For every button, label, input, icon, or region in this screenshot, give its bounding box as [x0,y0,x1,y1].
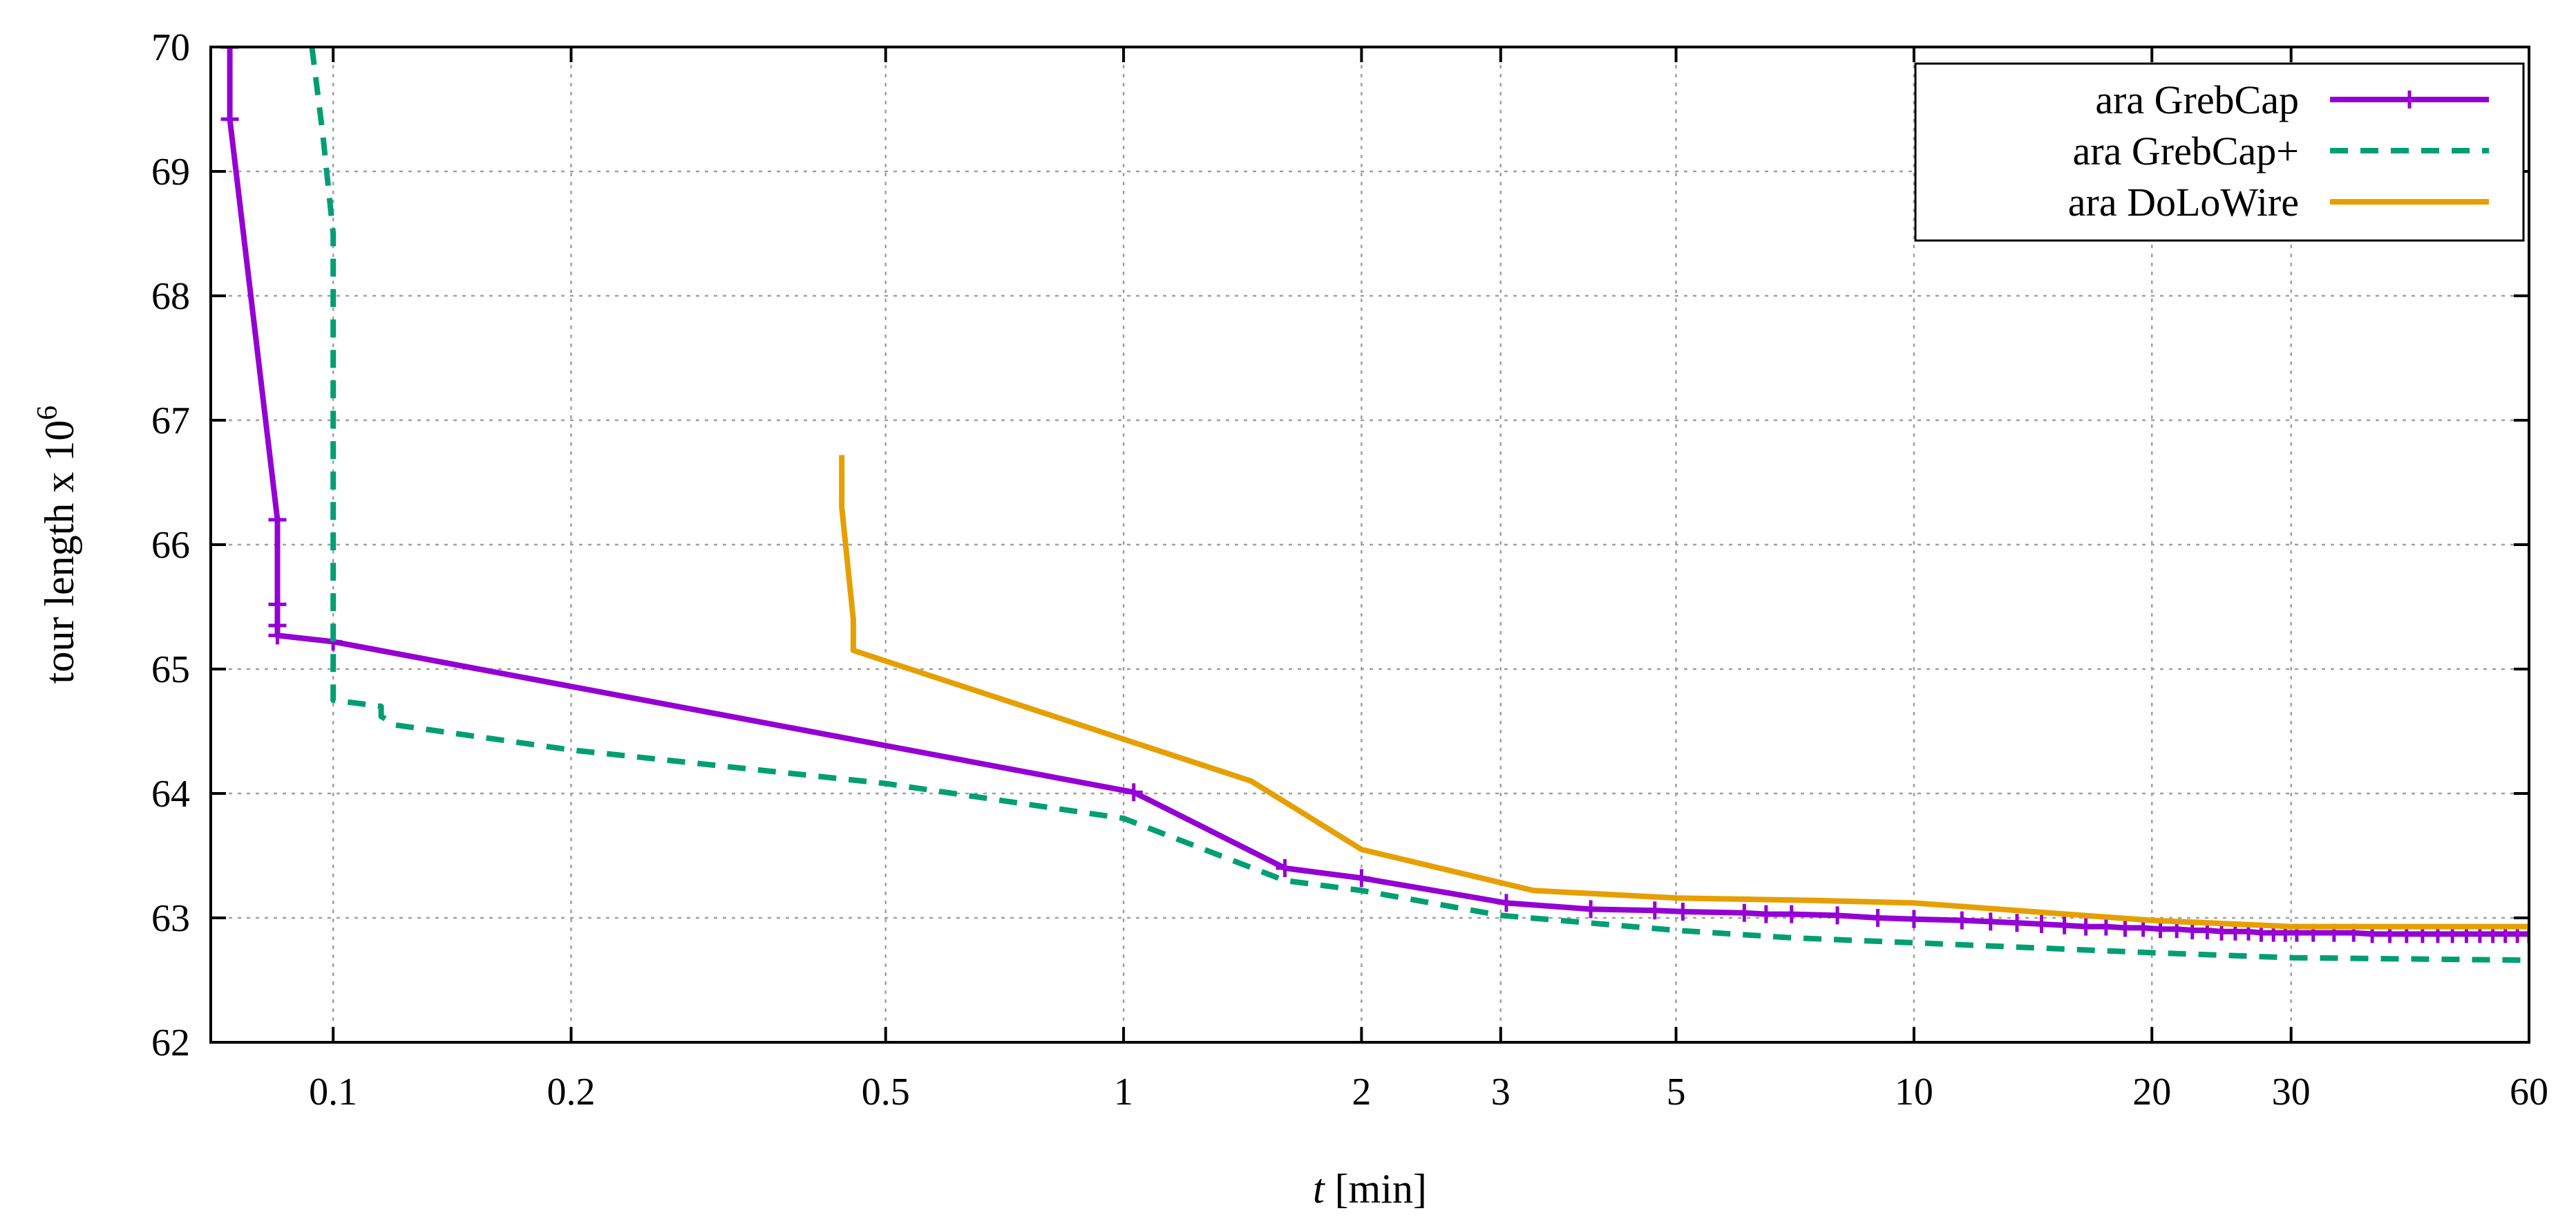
data-point-marker [1868,909,1887,927]
data-point-marker [2116,919,2134,937]
data-point-marker [1124,783,1143,802]
x-tick-label: 60 [2510,1071,2548,1113]
series-layer [220,47,2529,964]
data-point-marker [1953,911,1971,930]
legend-label: ara DoLoWire [2068,180,2299,225]
x-tick-label: 3 [1491,1071,1510,1113]
x-axis-label-italic: t [1313,1166,1325,1212]
x-tick-label: 2 [1352,1071,1371,1113]
series-ara-dolowire [839,455,2529,930]
y-tick-label: 62 [151,1022,190,1064]
data-point-marker [268,626,287,645]
y-tick-label: 67 [151,400,190,442]
x-axis-label-unit: [min] [1325,1166,1427,1212]
data-point-marker [1276,859,1294,877]
legend-label: ara GrebCap [2095,77,2299,122]
x-tick-label: 0.1 [309,1071,357,1113]
legend-marker [2400,91,2418,109]
x-tick-label: 1 [1114,1071,1133,1113]
data-point-marker [1756,905,1775,923]
y-tick-label: 70 [151,26,190,69]
legend-label: ara GrebCap+ [2073,129,2299,173]
y-axis-label-exponent: 6 [32,406,64,420]
x-axis-label: t [min] [1313,1166,1427,1212]
data-point-marker [1582,900,1600,919]
y-tick-label: 65 [151,648,190,691]
data-point-marker [2007,914,2026,932]
data-point-marker [2076,917,2095,936]
x-tick-label: 10 [1895,1071,1933,1113]
data-point-marker [2032,915,2051,933]
data-point-marker [1645,901,1664,920]
x-tick-label: 0.2 [547,1071,596,1113]
data-point-marker [1904,910,1923,928]
series-ara-grebcap [309,47,2529,964]
y-tick-label: 63 [151,897,190,940]
x-tick-label: 5 [1667,1071,1686,1113]
y-tick-label: 69 [151,151,190,194]
x-tick-label: 20 [2132,1071,2171,1113]
y-tick-label: 68 [151,275,190,318]
data-point-marker [1674,903,1692,921]
series-line-ara-dolowire [839,455,2529,930]
data-point-marker [268,511,287,529]
data-point-marker [1352,869,1371,887]
data-point-marker [220,47,239,56]
series-line-ara-grebcap [309,47,2529,964]
data-point-marker [2055,916,2074,934]
data-point-marker [1981,912,2000,931]
y-tick-label: 66 [151,524,190,567]
y-axis-label-text: tour length x 10 [37,420,82,684]
data-point-marker [1782,905,1801,923]
y-tick-label: 64 [151,773,190,816]
data-point-marker [2520,925,2529,943]
data-point-marker [1828,906,1847,925]
data-point-marker [1735,903,1754,922]
data-point-marker [1497,894,1516,912]
data-point-marker [220,110,239,129]
legend: ara GrebCap ara GrebCap+ ara DoLoWire [1914,62,2525,242]
data-point-marker [268,595,287,614]
x-tick-label: 30 [2272,1071,2311,1113]
y-axis-label: tour length x 106 [32,406,82,684]
data-point-marker [2096,917,2115,936]
ticks: 62 63 64 65 66 67 68 69 70 0.1 0.2 0.5 1 2 3 5 10 20 30 60 [151,26,2548,1113]
x-tick-label: 0.5 [862,1071,910,1113]
